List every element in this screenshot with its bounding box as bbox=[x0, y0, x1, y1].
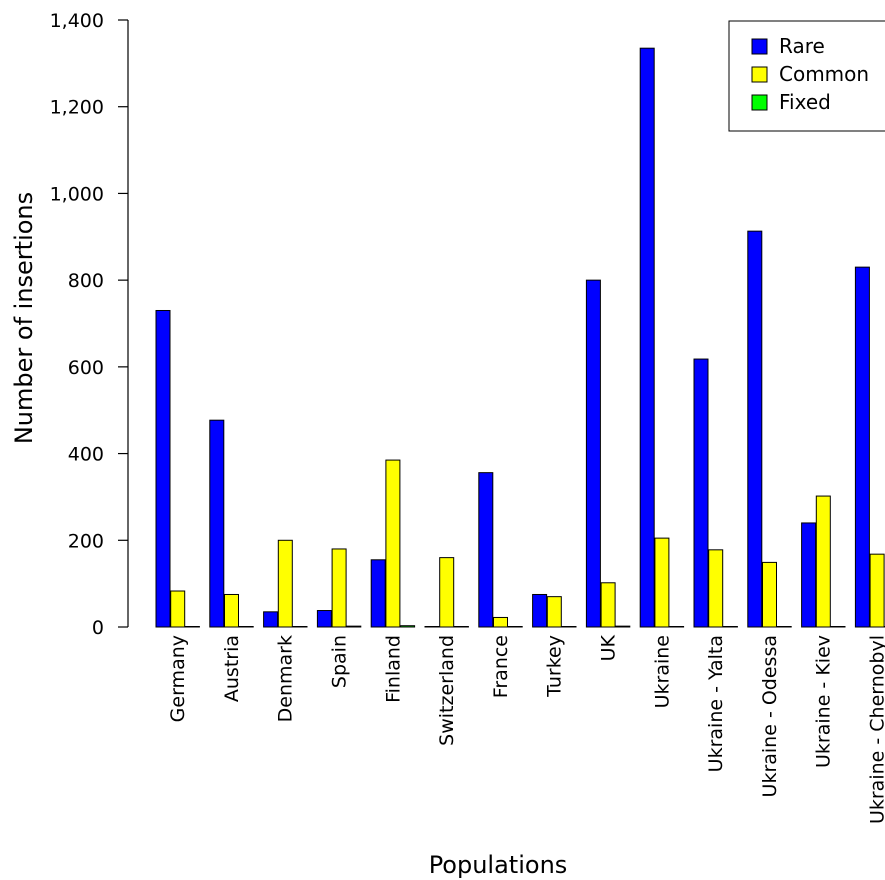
x-tick-label: Germany bbox=[167, 635, 189, 722]
y-tick-label: 200 bbox=[68, 530, 104, 552]
bar-common bbox=[493, 616, 508, 628]
legend-label-rare: Rare bbox=[779, 34, 825, 58]
bar-rare bbox=[585, 279, 601, 628]
x-tick-label: Switzerland bbox=[436, 635, 458, 746]
bar-rare bbox=[424, 626, 440, 628]
legend-label-fixed: Fixed bbox=[779, 90, 831, 114]
y-tick-label: 0 bbox=[92, 617, 104, 639]
bar-common bbox=[546, 596, 562, 628]
y-tick-label: 400 bbox=[68, 444, 104, 466]
bar-rare bbox=[155, 309, 171, 628]
bar-rare bbox=[263, 611, 279, 628]
x-tick-label: Ukraine bbox=[651, 635, 673, 708]
bar-rare bbox=[478, 472, 494, 628]
bar-common bbox=[708, 549, 724, 628]
y-tick-label: 800 bbox=[68, 270, 104, 292]
legend-label-common: Common bbox=[779, 62, 869, 86]
x-tick-label: Denmark bbox=[275, 635, 297, 722]
bar-common bbox=[815, 495, 831, 628]
legend-swatch-rare bbox=[751, 38, 768, 55]
y-tick-label: 600 bbox=[68, 357, 104, 379]
bar-rare bbox=[532, 593, 548, 628]
bars bbox=[155, 47, 885, 628]
bar-fixed bbox=[722, 626, 738, 628]
bar-common bbox=[869, 553, 885, 628]
bar-common bbox=[170, 590, 186, 628]
y-axis: 0 200 400 600 800 1,000 1,200 1,400 bbox=[50, 10, 129, 639]
bar-rare bbox=[854, 266, 870, 628]
x-axis-labels: Germany Austria Denmark Spain Finland Switzer… bbox=[167, 634, 885, 824]
bar-rare bbox=[693, 358, 709, 628]
y-tick-label: 1,000 bbox=[50, 183, 104, 205]
legend-swatch-fixed bbox=[751, 94, 768, 111]
bar-fixed bbox=[292, 626, 308, 628]
bar-common bbox=[762, 561, 777, 628]
legend-swatch-common bbox=[751, 66, 768, 83]
x-tick-label: Spain bbox=[328, 635, 350, 688]
bar-fixed bbox=[346, 625, 362, 628]
bar-fixed bbox=[507, 626, 523, 628]
x-tick-label: Ukraine - Yalta bbox=[705, 635, 727, 772]
bar-fixed bbox=[184, 626, 200, 628]
bar-fixed bbox=[238, 626, 254, 628]
bar-rare bbox=[370, 559, 386, 628]
x-tick-label: Ukraine - Chernobyl bbox=[866, 635, 885, 824]
bar-common bbox=[600, 582, 616, 628]
x-tick-label: Austria bbox=[221, 635, 243, 702]
bar-fixed bbox=[776, 626, 792, 628]
y-tick-label: 1,400 bbox=[50, 10, 104, 32]
x-tick-label: France bbox=[490, 635, 512, 698]
bar-fixed bbox=[561, 626, 577, 628]
x-axis-title: Populations bbox=[429, 851, 568, 879]
bar-rare bbox=[639, 47, 655, 628]
bar-common bbox=[224, 593, 239, 628]
legend: Rare Common Fixed bbox=[728, 20, 885, 132]
bar-fixed bbox=[400, 625, 416, 628]
bar-rare bbox=[316, 610, 332, 628]
y-tick-label: 1,200 bbox=[50, 97, 104, 119]
y-axis-title: Number of insertions bbox=[10, 192, 38, 444]
bar-fixed bbox=[830, 626, 846, 628]
x-tick-label: Finland bbox=[382, 635, 404, 703]
x-tick-label: Turkey bbox=[544, 635, 566, 698]
bar-common bbox=[385, 459, 401, 628]
bar-fixed bbox=[669, 626, 685, 628]
bar-common bbox=[654, 537, 670, 628]
bar-rare bbox=[801, 522, 817, 628]
bar-common bbox=[331, 548, 347, 628]
x-tick-label: Ukraine - Odessa bbox=[759, 635, 781, 797]
x-tick-label: UK bbox=[597, 634, 619, 661]
bar-common bbox=[439, 557, 455, 628]
bar-rare bbox=[209, 419, 225, 628]
bar-fixed bbox=[453, 626, 469, 628]
bar-rare bbox=[747, 230, 763, 628]
x-tick-label: Ukraine - Kiev bbox=[813, 635, 835, 768]
bar-common bbox=[277, 539, 293, 628]
bar-fixed bbox=[615, 625, 631, 628]
